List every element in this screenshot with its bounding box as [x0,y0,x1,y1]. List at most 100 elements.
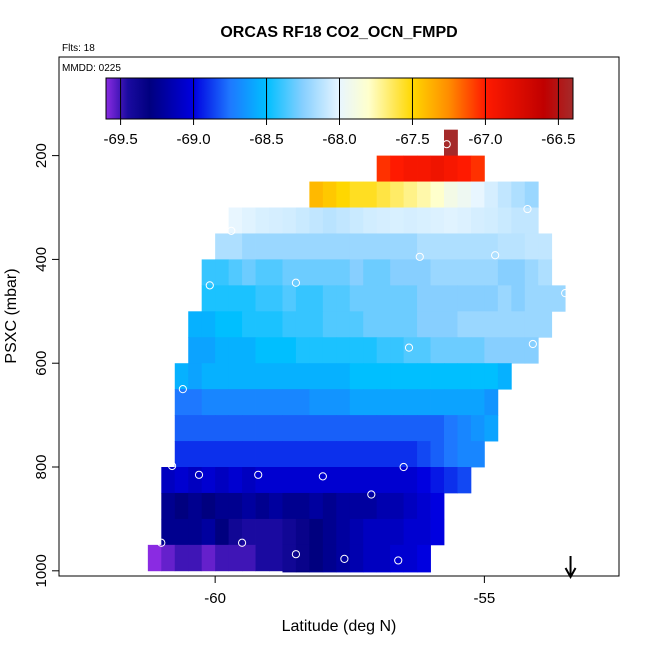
heatmap-cell [269,415,283,442]
heatmap-cell [349,285,364,312]
heatmap-cell [524,207,539,234]
heatmap-cell [242,415,256,442]
heatmap-cell [282,415,297,442]
heatmap-cell [484,233,499,260]
heatmap-cell [417,285,431,312]
heatmap-cell [444,285,458,312]
heatmap-cell [497,363,512,390]
heatmap-cell [269,207,283,234]
sample-point [367,490,376,499]
heatmap-cell [363,441,378,468]
heatmap-cell [551,285,566,312]
heatmap-cell [470,337,485,364]
heatmap-cell [444,233,458,260]
heatmap-cell [242,544,256,572]
heatmap-cell [430,181,445,208]
heatmap-cell [349,259,364,286]
heatmap-cell [349,570,364,573]
heatmap-cell [309,181,324,208]
heatmap-cell [161,492,176,520]
heatmap-cell [282,311,297,338]
heatmap-cell [363,207,378,234]
heatmap-cell [309,467,324,494]
heatmap-cell [457,311,472,338]
heatmap-cell [497,285,512,312]
heatmap-cell [497,337,512,364]
heatmap-cell [390,233,405,260]
heatmap-cell [430,233,445,260]
sample-point [442,140,451,149]
heatmap-cell [269,492,283,520]
heatmap-cell [228,285,243,312]
heatmap-cell [309,441,324,468]
heatmap-cell [322,259,337,286]
heatmap-cell [430,492,445,520]
heatmap-cell [376,155,391,182]
heatmap-cell [242,518,256,546]
x-axis-label: Latitude (deg N) [282,618,397,635]
heatmap-cell [188,544,203,572]
heatmap-cell [201,518,216,546]
heatmap-cell [444,259,458,286]
colorbar-ticks: -69.5 -69.0 -68.5 -68.0 -67.5 -67.0 -66.5 [103,78,576,148]
heatmap-cell [403,259,418,286]
heatmap-cell [309,285,324,312]
chart-title: ORCAS RF18 CO2_OCN_FMPD [220,24,457,41]
heatmap-cell [430,441,445,468]
heatmap-cell [363,518,378,546]
heatmap-cell [228,389,243,416]
heatmap-cell [497,311,512,338]
heatmap-cell [188,415,203,442]
heatmap-cell [174,492,189,520]
heatmap-cell [242,441,256,468]
heatmap-cell [336,570,351,573]
heatmap-cell [322,467,337,494]
y-axis: 200 400 600 800 1000 [33,143,59,587]
heatmap-cell [201,467,216,494]
heatmap-cell [376,492,391,520]
heatmap-cell [376,233,391,260]
heatmap-cell [295,518,310,546]
flights-note: Flts: 18 [62,43,95,54]
heatmap-cell [255,311,270,338]
heatmap-cell [511,337,526,364]
heatmap-cell [524,311,539,338]
heatmap-cell [322,311,337,338]
heatmap-cell [376,181,391,208]
heatmap-cell [201,285,216,312]
sample-points [157,140,570,565]
heatmap-cell [484,311,499,338]
heatmap-cell [390,441,405,468]
sample-point [291,550,301,559]
sample-point [399,462,408,472]
sample-point [394,556,403,565]
heatmap-cell [511,181,526,208]
heatmap-cell [430,389,445,416]
heatmap-cell [390,518,405,546]
sample-point [340,554,349,563]
sample-point [318,472,327,481]
heatmap-cell [201,363,216,390]
heatmap-cell [403,570,418,573]
heatmap-cell [470,207,485,234]
heatmap-cell [349,415,364,442]
heatmap-cell [228,233,243,260]
heatmap-cell [403,155,418,182]
heatmap-cell [188,441,203,468]
heatmap-cell [336,415,351,442]
heatmap-cell [349,544,364,572]
heatmap-cell [309,492,324,520]
heatmap-cell [457,467,472,494]
heatmap-cell [444,155,458,182]
heatmap-cell [228,518,243,546]
heatmap-cell [538,233,553,260]
heatmap-cell [215,492,230,520]
colorbar-tick-label: -68.0 [322,131,356,148]
heatmap-cell [295,311,310,338]
colorbar-tick-label: -67.5 [395,131,429,148]
heatmap-cell [174,363,189,390]
heatmap-cell [363,259,378,286]
heatmap-cell [255,415,270,442]
heatmap-cell [430,207,445,234]
heatmap-cell [403,285,418,312]
